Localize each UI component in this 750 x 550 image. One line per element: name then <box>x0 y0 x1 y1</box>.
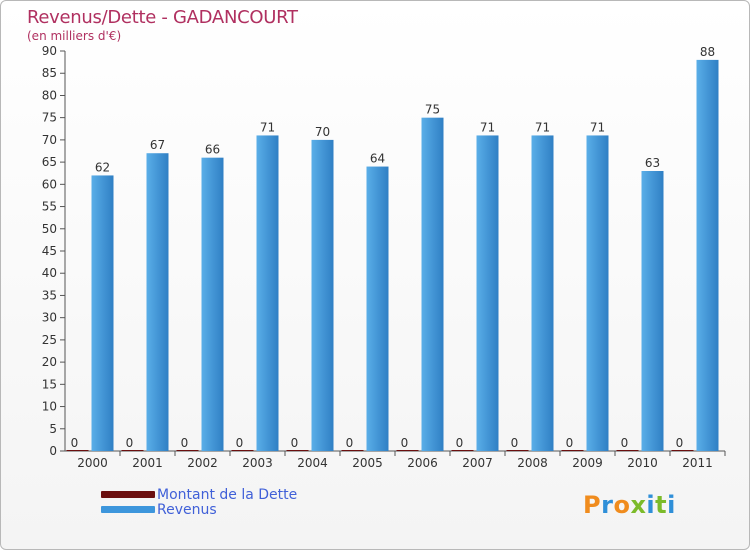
value-label-revenus: 70 <box>315 125 330 139</box>
y-tick-label: 55 <box>42 200 57 214</box>
x-tick-label: 2011 <box>682 456 713 470</box>
legend-item-revenus: Revenus <box>101 501 297 518</box>
bar-dette <box>396 450 419 451</box>
value-label-dette: 0 <box>346 436 354 450</box>
value-label-revenus: 71 <box>590 120 605 134</box>
chart-subtitle: (en milliers d'€) <box>27 29 122 43</box>
proxiti-logo: Proxiti <box>583 491 676 519</box>
y-tick-label: 70 <box>42 133 57 147</box>
bar-dette <box>561 450 584 451</box>
y-tick-label: 50 <box>42 222 57 236</box>
x-tick-label: 2003 <box>242 456 273 470</box>
bar-revenus <box>476 135 499 451</box>
y-tick-label: 30 <box>42 311 57 325</box>
value-label-revenus: 71 <box>480 120 495 134</box>
x-tick-label: 2008 <box>517 456 548 470</box>
bar-dette <box>506 450 529 451</box>
value-label-dette: 0 <box>71 436 79 450</box>
y-tick-label: 85 <box>42 66 57 80</box>
x-tick-label: 2005 <box>352 456 383 470</box>
bar-revenus <box>201 157 224 451</box>
x-tick-label: 2006 <box>407 456 438 470</box>
bar-revenus <box>146 153 169 451</box>
value-label-revenus: 75 <box>425 103 440 117</box>
value-label-dette: 0 <box>621 436 629 450</box>
bar-dette <box>341 450 364 451</box>
y-tick-label: 0 <box>49 444 57 458</box>
y-tick-label: 40 <box>42 266 57 280</box>
bar-dette <box>451 450 474 451</box>
bar-dette <box>121 450 144 451</box>
bar-revenus <box>421 117 444 452</box>
y-tick-label: 15 <box>42 377 57 391</box>
x-tick-label: 2002 <box>187 456 218 470</box>
y-tick-label: 20 <box>42 355 57 369</box>
bar-revenus <box>366 166 389 452</box>
y-tick-label: 65 <box>42 155 57 169</box>
value-label-dette: 0 <box>456 436 464 450</box>
y-tick-label: 25 <box>42 333 57 347</box>
value-label-dette: 0 <box>676 436 684 450</box>
y-tick-label: 80 <box>42 88 57 102</box>
value-label-revenus: 88 <box>700 45 715 59</box>
legend-item-dette: Montant de la Dette <box>101 486 298 503</box>
x-tick-label: 2009 <box>572 456 603 470</box>
bar-revenus <box>531 135 554 451</box>
legend-swatch-dette <box>101 491 155 498</box>
value-label-revenus: 67 <box>150 138 165 152</box>
x-tick-label: 2004 <box>297 456 328 470</box>
y-tick-label: 10 <box>42 400 57 414</box>
y-tick-label: 35 <box>42 288 57 302</box>
bar-dette <box>616 450 639 451</box>
bar-dette <box>231 450 254 451</box>
y-tick-label: 75 <box>42 111 57 125</box>
value-label-revenus: 63 <box>645 156 660 170</box>
bar-revenus <box>256 135 279 451</box>
bar-dette <box>286 450 309 451</box>
value-label-dette: 0 <box>291 436 299 450</box>
y-tick-label: 45 <box>42 244 57 258</box>
bar-dette <box>671 450 694 451</box>
legend-label-dette: Montant de la Dette <box>157 486 298 503</box>
value-label-dette: 0 <box>236 436 244 450</box>
bar-revenus <box>641 171 664 451</box>
value-label-revenus: 62 <box>95 160 110 174</box>
y-tick-label: 60 <box>42 177 57 191</box>
y-tick-label: 90 <box>42 44 57 58</box>
value-label-revenus: 71 <box>535 120 550 134</box>
value-label-dette: 0 <box>511 436 519 450</box>
value-label-dette: 0 <box>126 436 134 450</box>
bar-dette <box>176 450 199 451</box>
y-tick-label: 5 <box>49 422 57 436</box>
value-label-dette: 0 <box>566 436 574 450</box>
legend: Montant de la Dette Revenus <box>101 486 298 518</box>
bar-dette <box>66 450 89 451</box>
chart-title: Revenus/Dette - GADANCOURT <box>27 7 298 28</box>
bar-revenus <box>311 139 334 451</box>
legend-label-revenus: Revenus <box>157 501 217 518</box>
bar-revenus <box>586 135 609 451</box>
bar-revenus <box>696 59 719 452</box>
value-label-dette: 0 <box>181 436 189 450</box>
x-tick-label: 2010 <box>627 456 658 470</box>
value-label-revenus: 64 <box>370 152 385 166</box>
value-label-dette: 0 <box>401 436 409 450</box>
x-tick-label: 2000 <box>77 456 108 470</box>
x-tick-label: 2001 <box>132 456 163 470</box>
legend-swatch-revenus <box>101 506 155 513</box>
value-label-revenus: 66 <box>205 143 220 157</box>
bar-revenus <box>91 175 114 451</box>
value-label-revenus: 71 <box>260 120 275 134</box>
x-tick-label: 2007 <box>462 456 493 470</box>
